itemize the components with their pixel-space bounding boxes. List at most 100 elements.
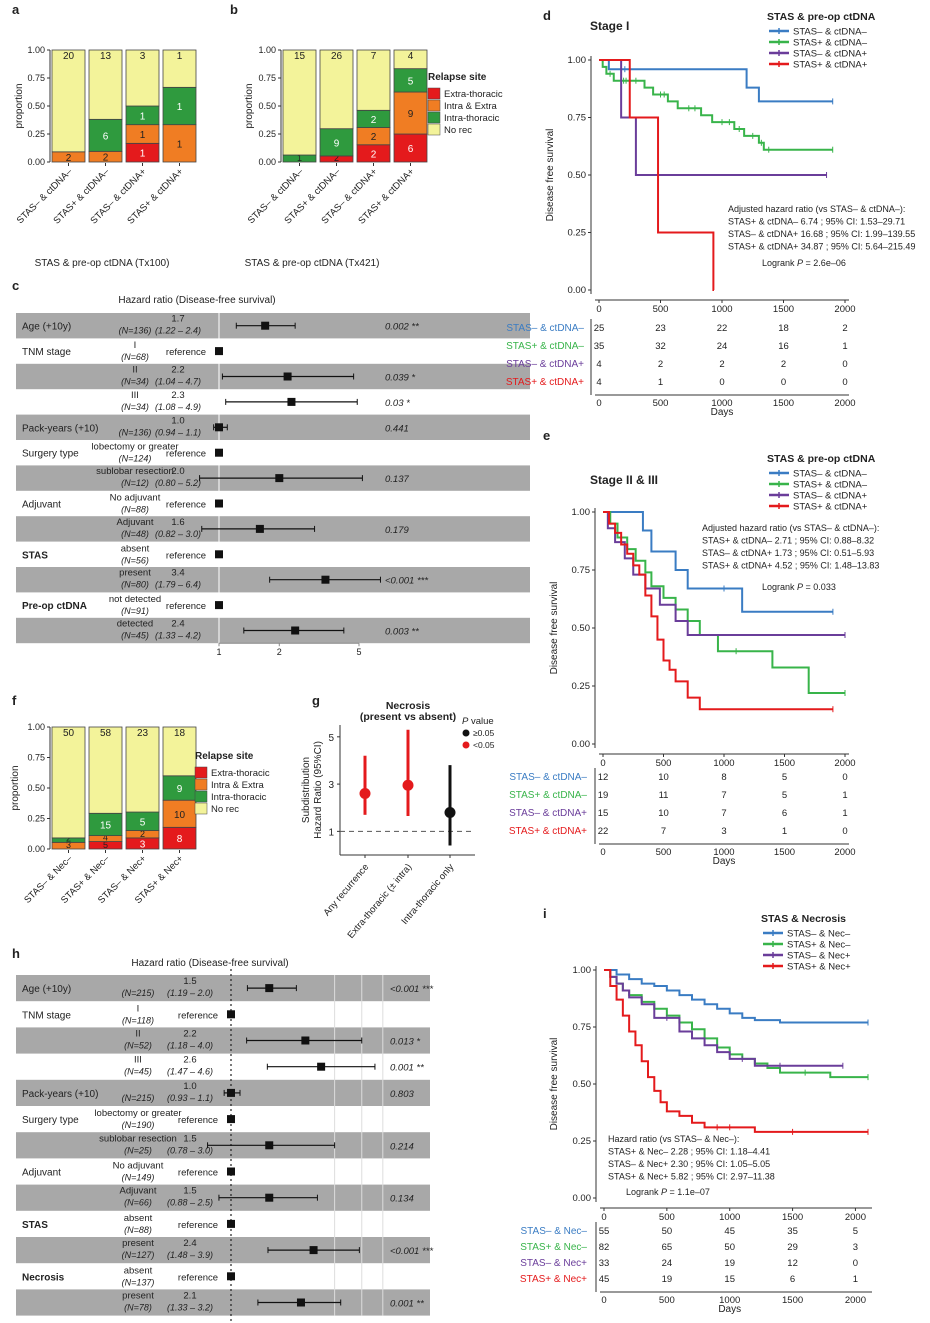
forest-p: 0.001 **	[390, 1063, 424, 1074]
forest-level: I	[137, 1003, 140, 1014]
hr-annotation: STAS+ & ctDNA– 6.74 ; 95% CI: 1.53–29.71	[728, 217, 905, 227]
panel-letter-h: h	[12, 946, 20, 961]
legend-label: STAS+ & ctDNA–	[793, 480, 868, 491]
forest-level: Adjuvant	[120, 1186, 157, 1197]
survival-curve	[599, 59, 715, 291]
risk-table-count: 0	[719, 377, 724, 388]
legend-title: STAS & Necrosis	[761, 913, 846, 925]
hr-marker	[283, 372, 292, 381]
risk-table-count: 7	[721, 808, 726, 819]
forest-hr: 1.5	[183, 1133, 196, 1144]
risk-table-count: 10	[658, 808, 669, 819]
risk-table-count: 32	[655, 341, 666, 352]
hr-marker	[215, 347, 223, 356]
forest-ci: (1.47 – 4.6)	[167, 1067, 213, 1077]
risk-table-count: 0	[842, 826, 847, 837]
risk-table-count: 1	[842, 341, 847, 352]
forest-hr: 2.4	[183, 1238, 196, 1249]
bar-segment	[162, 49, 197, 88]
row-band	[16, 975, 430, 1002]
risk-table-count: 6	[782, 808, 787, 819]
bar-segment	[319, 128, 354, 157]
forest-title: Hazard ratio (Disease-free survival)	[131, 958, 288, 969]
x-axis-label: STAS & pre-op ctDNA (Tx421)	[245, 258, 380, 269]
risk-x-tick-label: 1000	[719, 1295, 740, 1306]
forest-level: present	[122, 1238, 154, 1249]
forest-n: (N=12)	[121, 478, 149, 488]
bar-count-label: 5	[140, 817, 146, 828]
bar-count-label: 23	[137, 728, 149, 739]
bar-count-label: 2	[66, 833, 71, 843]
risk-table-count: 11	[659, 790, 669, 801]
forest-p: 0.039 *	[385, 373, 415, 384]
risk-table-count: 35	[787, 1226, 798, 1237]
y-tick-label: 1.00	[573, 965, 592, 976]
risk-table-count: 22	[598, 826, 609, 837]
risk-table-group: STAS– & ctDNA–	[509, 772, 587, 783]
risk-table-count: 0	[842, 377, 847, 388]
forest-n: (N=80)	[121, 580, 149, 590]
hr-marker	[296, 1298, 305, 1307]
risk-table-count: 1	[842, 808, 847, 819]
forest-ci: (1.04 – 4.7)	[155, 377, 201, 387]
y-tick-label: 0.25	[27, 129, 45, 139]
hr-point	[402, 779, 414, 791]
forest-p: 0.003 **	[385, 627, 419, 638]
risk-table-count: 45	[724, 1226, 735, 1237]
risk-table-count: 5	[853, 1226, 858, 1237]
y-tick-label: 1.00	[568, 55, 587, 66]
panel-letter-f: f	[12, 693, 17, 708]
risk-table-count: 0	[853, 1258, 858, 1269]
forest-p: 0.002 **	[385, 322, 419, 333]
bar-segment	[125, 726, 160, 813]
risk-table-group: STAS+ & ctDNA–	[506, 341, 584, 352]
x-tick-label: 1	[216, 647, 221, 657]
logrank-label: Logrank P = 1.1e–07	[626, 1187, 710, 1197]
forest-ci: (0.94 – 1.1)	[155, 427, 201, 437]
hr-marker	[291, 626, 300, 635]
bar-count-label: 58	[100, 728, 112, 739]
legend-label: STAS+ & ctDNA+	[793, 502, 868, 513]
y-axis-label: proportion	[244, 83, 255, 128]
hr-marker	[265, 1193, 274, 1202]
plot-subtitle: (present vs absent)	[360, 711, 456, 723]
x-tick-label: 2000	[834, 304, 855, 315]
bar-count-label: 6	[103, 131, 109, 142]
forest-n: (N=136)	[119, 326, 152, 336]
risk-table-count: 25	[594, 323, 605, 334]
row-band	[16, 414, 530, 440]
forest-n: (N=66)	[124, 1198, 152, 1208]
survival-curve	[599, 59, 833, 103]
forest-title: Hazard ratio (Disease-free survival)	[118, 295, 275, 306]
risk-table-count: 7	[721, 790, 726, 801]
forest-ci: (0.78 – 3.0)	[167, 1145, 213, 1155]
hr-annotation: STAS+ & Nec– 2.28 ; 95% CI: 1.18–4.41	[608, 1147, 770, 1157]
risk-table-count: 3	[853, 1242, 858, 1253]
bar-count-label: 6	[408, 144, 414, 155]
forest-hr: 1.0	[171, 415, 184, 426]
forest-n: (N=48)	[121, 529, 149, 539]
bar-count-label: 20	[63, 51, 75, 62]
bar-count-label: 2	[66, 153, 72, 164]
legend-swatch	[427, 111, 441, 124]
bar-segment	[393, 49, 428, 70]
x-tick-label: 2	[277, 647, 282, 657]
risk-table-group: STAS– & Nec+	[520, 1258, 587, 1269]
forest-n: (N=34)	[121, 402, 149, 412]
legend-label: Extra-thoracic	[444, 89, 503, 100]
hr-annotation: Hazard ratio (vs STAS– & Nec–):	[608, 1134, 739, 1144]
risk-table-count: 65	[662, 1242, 673, 1253]
survival-curve	[603, 511, 833, 711]
survival-curve	[604, 969, 868, 1024]
survival-curve	[603, 511, 845, 694]
y-tick-label: 0.75	[573, 1022, 592, 1033]
forest-ci: (1.33 – 4.2)	[155, 631, 201, 641]
forest-level: absent	[124, 1265, 153, 1276]
panel-letter-c: c	[12, 278, 19, 293]
bar-count-label: 3	[66, 840, 71, 850]
y-axis-label: Disease free survival	[549, 1038, 560, 1131]
bar-segment	[162, 124, 197, 163]
bar-count-label: 2	[334, 153, 339, 163]
